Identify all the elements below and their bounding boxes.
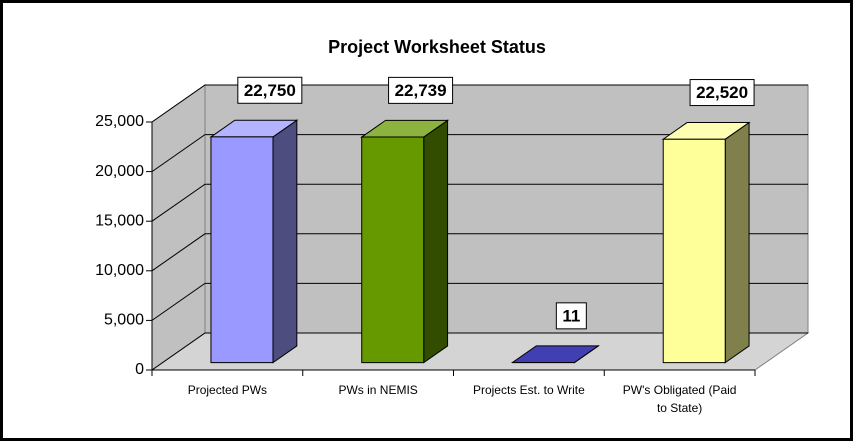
grid-line bbox=[151, 134, 808, 173]
grid-line bbox=[151, 233, 808, 272]
value-label: 22,739 bbox=[395, 81, 447, 100]
value-label-box bbox=[689, 79, 755, 107]
y-tick-label: 10,000 bbox=[95, 262, 144, 279]
y-tick-label: 25,000 bbox=[95, 113, 144, 130]
grid-line bbox=[151, 282, 808, 321]
bar-side bbox=[423, 119, 449, 364]
grid-line bbox=[151, 84, 808, 123]
bar-side bbox=[724, 121, 750, 364]
bar-front bbox=[662, 138, 726, 364]
value-label: 22,750 bbox=[244, 81, 296, 100]
bar-side bbox=[272, 119, 298, 364]
chart-title: Project Worksheet Status bbox=[328, 37, 546, 57]
y-tick-label: 5,000 bbox=[104, 312, 144, 329]
x-tick-label: PWs in NEMIS bbox=[338, 383, 418, 397]
bar-front bbox=[210, 136, 274, 364]
x-tick-label: Projects Est. to Write bbox=[472, 383, 585, 397]
grid-line bbox=[151, 332, 808, 371]
y-tick-label: 0 bbox=[135, 361, 144, 378]
left-wall bbox=[151, 84, 206, 371]
value-label-box bbox=[388, 76, 454, 104]
grid-line bbox=[151, 183, 808, 222]
x-tick-label: Projected PWs bbox=[187, 383, 268, 397]
value-label: 11 bbox=[562, 306, 580, 325]
value-label-box bbox=[555, 302, 587, 330]
bar-front bbox=[361, 136, 425, 364]
value-label-box bbox=[237, 76, 303, 104]
value-label: 22,520 bbox=[696, 83, 748, 102]
y-tick-label: 15,000 bbox=[95, 212, 144, 229]
x-tick-label: PW's Obligated (Paid to State) bbox=[622, 383, 737, 415]
y-tick-label: 20,000 bbox=[95, 163, 144, 180]
